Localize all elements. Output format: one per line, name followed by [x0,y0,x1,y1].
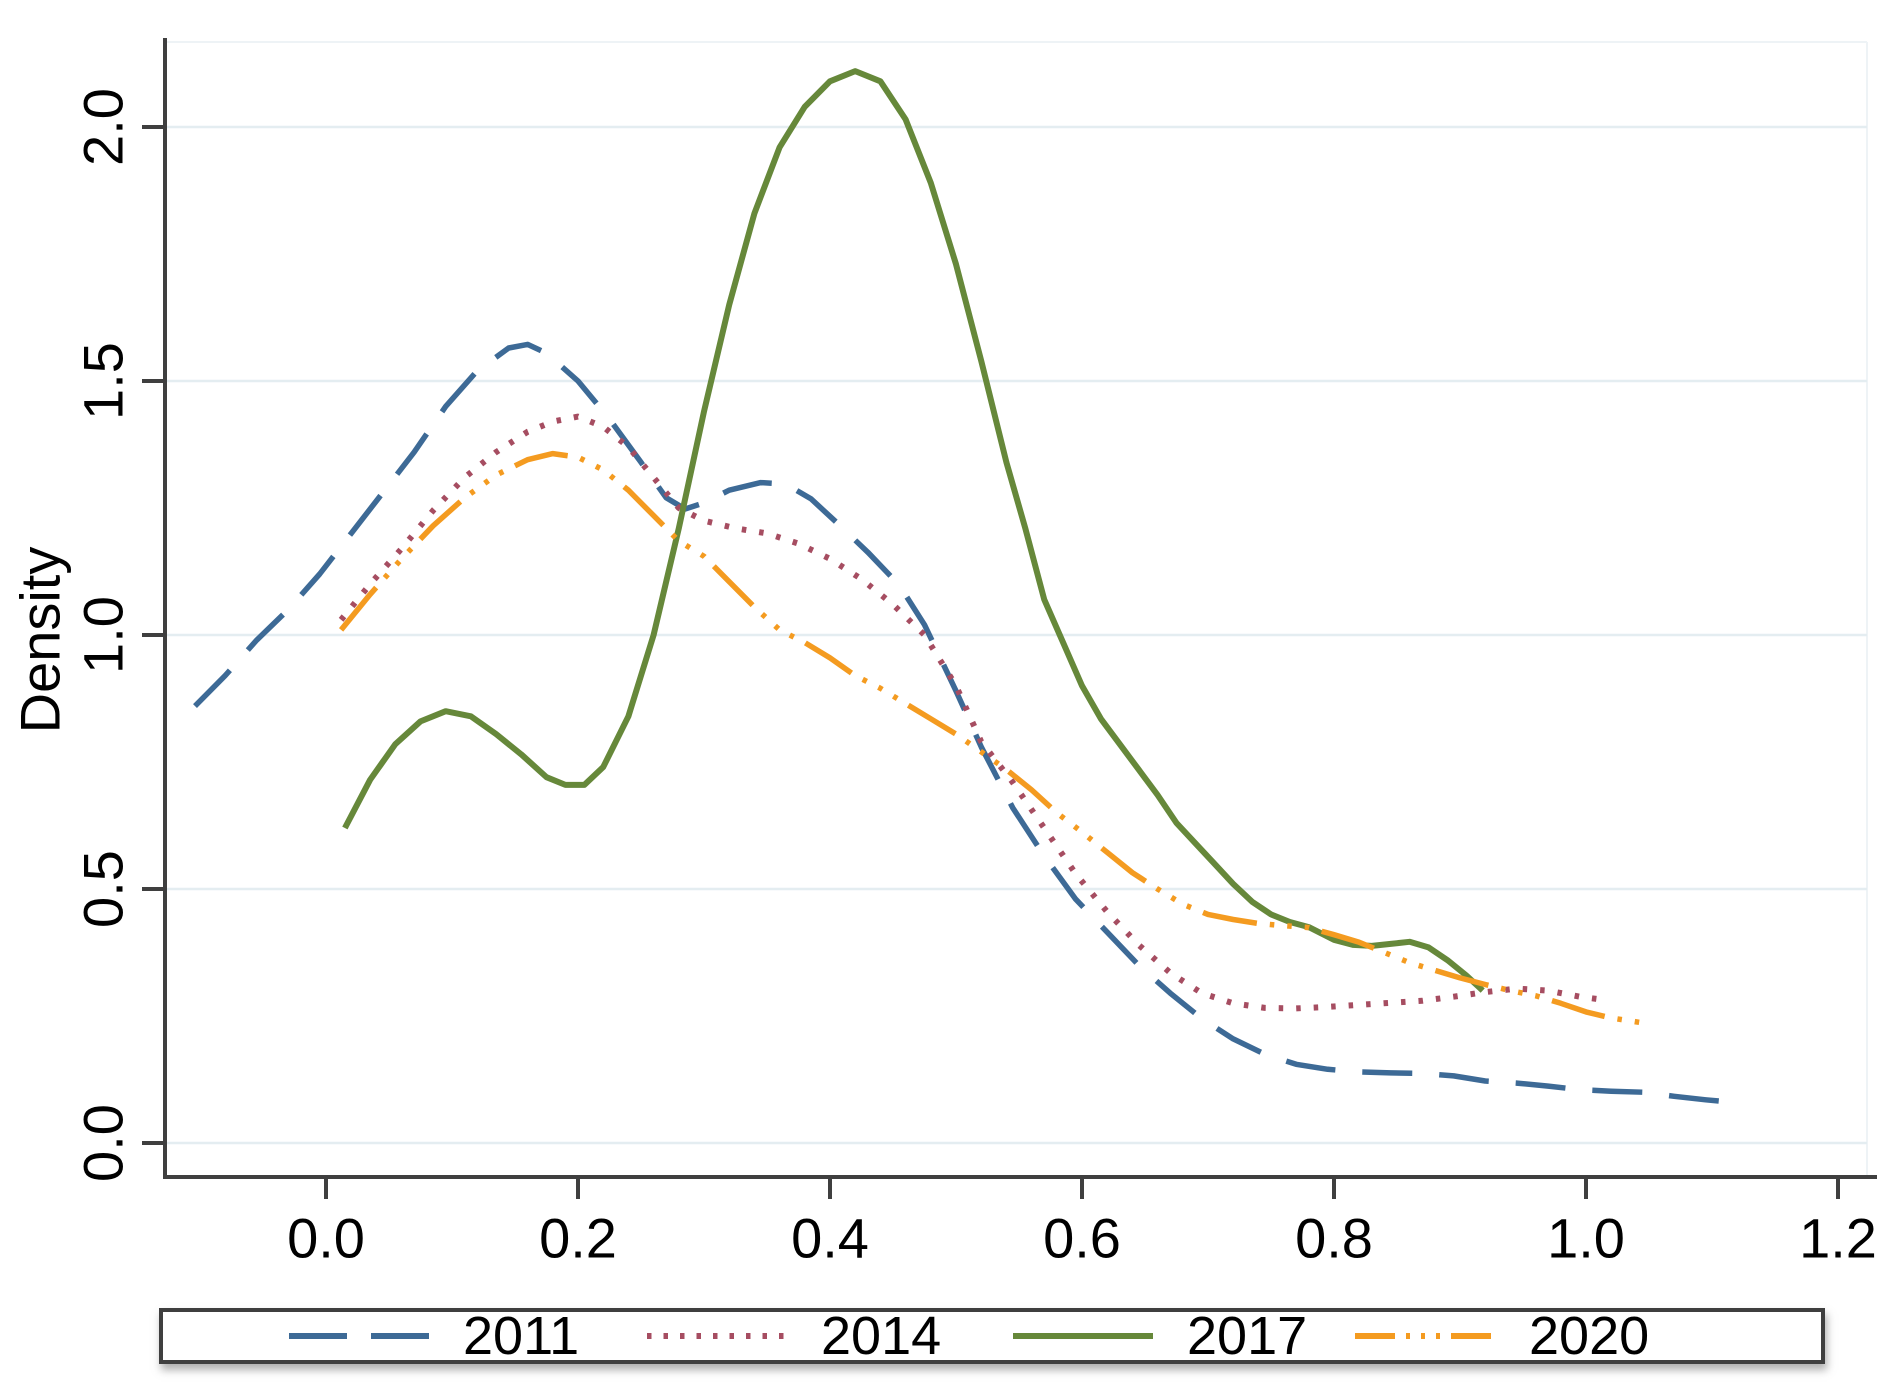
legend-entry-2014: 2014 [647,1306,942,1366]
y-tick-label-1.0: 1.0 [72,596,135,674]
series-curve-2011 [193,341,1734,1106]
legend-entry-2017: 2017 [1013,1306,1308,1366]
legend-sample-line-2020 [1355,1333,1495,1339]
legend-label-2020: 2020 [1529,1306,1650,1366]
x-tick-label-1.2: 1.2 [1799,1207,1877,1270]
y-tick-label-0.0: 0.0 [72,1104,135,1182]
legend-sample-line-2014 [647,1333,787,1339]
legend-entry-2020: 2020 [1355,1306,1650,1366]
y-tick-label-2.0: 2.0 [72,88,135,166]
legend-entry-2011: 2011 [289,1306,580,1366]
series-curve-2014 [338,413,1599,1012]
x-tick-label-0.2: 0.2 [539,1207,617,1270]
y-tick-label-1.5: 1.5 [72,342,135,420]
legend-label-2011: 2011 [463,1306,580,1366]
legend-sample-line-2011 [289,1333,429,1339]
series-curve-2017 [342,68,1485,993]
y-axis-title: Density [9,547,72,734]
legend-label-2014: 2014 [821,1306,942,1366]
x-tick-label-0.0: 0.0 [287,1207,365,1270]
x-tick-label-0.4: 0.4 [791,1207,869,1270]
x-tick-label-0.6: 0.6 [1043,1207,1121,1270]
legend-label-2017: 2017 [1187,1306,1308,1366]
x-tick-label-0.8: 0.8 [1295,1207,1373,1270]
y-tick-label-0.5: 0.5 [72,850,135,928]
x-tick-label-1.0: 1.0 [1547,1207,1625,1270]
legend-sample-line-2017 [1013,1333,1153,1339]
legend-box: 2011 2014 2017 2020 [159,1308,1825,1364]
series-curve-2020 [338,450,1649,1027]
